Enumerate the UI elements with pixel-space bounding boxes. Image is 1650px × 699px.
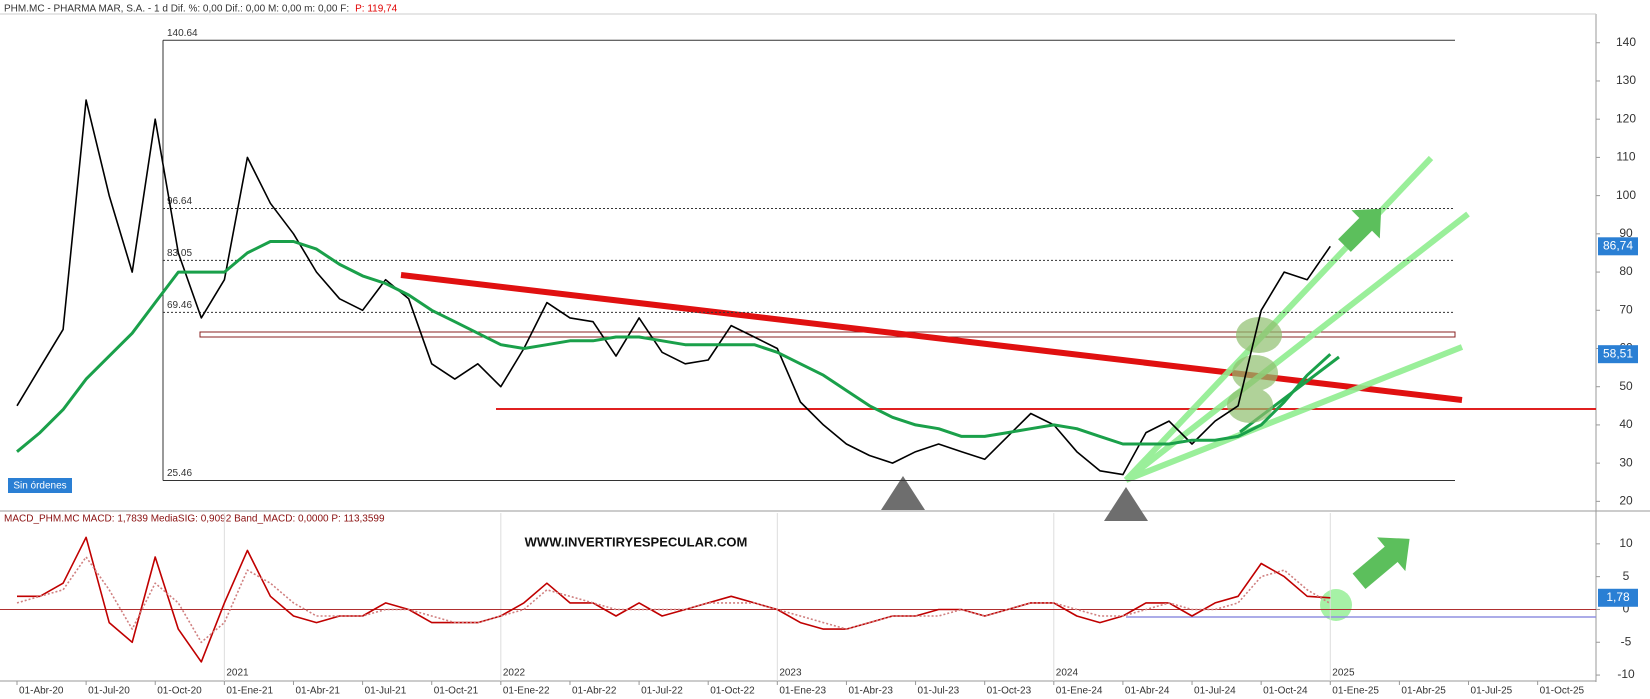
triangle-marker — [1104, 487, 1148, 521]
level-label: 96.64 — [167, 196, 192, 207]
x-tick-label: 01-Oct-21 — [434, 686, 479, 697]
x-tick-label: 01-Oct-22 — [710, 686, 755, 697]
y-tick-label: 110 — [1616, 150, 1635, 164]
year-label: 2025 — [1332, 668, 1355, 679]
zone-box — [199, 331, 1456, 338]
highlight — [1232, 355, 1278, 391]
series-line — [16, 240, 1332, 453]
y-tick-label: 120 — [1616, 111, 1636, 125]
value-label: 1,78 — [1606, 590, 1630, 604]
level-label: 25.46 — [167, 468, 192, 479]
x-tick-label: 01-Jul-22 — [641, 686, 683, 697]
year-label: 2022 — [503, 668, 526, 679]
price-label: P: 119,74 — [355, 4, 398, 15]
y-tick-label: 10 — [1619, 536, 1633, 550]
y-tick-label: 20 — [1619, 494, 1633, 508]
x-tick-label: 01-Ene-23 — [779, 686, 826, 697]
y-tick-label: 70 — [1619, 302, 1633, 316]
x-tick-label: 01-Abr-22 — [572, 686, 617, 697]
x-tick-label: 01-Oct-23 — [987, 686, 1032, 697]
x-tick-label: 01-Jul-24 — [1194, 686, 1236, 697]
x-tick-label: 01-Abr-20 — [19, 686, 64, 697]
x-tick-label: 01-Oct-20 — [157, 686, 202, 697]
x-tick-label: 01-Oct-24 — [1263, 686, 1308, 697]
value-label: 58,51 — [1603, 346, 1633, 360]
x-tick-label: 01-Abr-23 — [848, 686, 893, 697]
value-box — [1598, 345, 1638, 364]
x-tick-label: 01-Jul-25 — [1471, 686, 1513, 697]
level-label: 83.05 — [167, 248, 192, 259]
x-tick-label: 01-Abr-21 — [295, 686, 340, 697]
year-label: 2021 — [226, 668, 249, 679]
highlight — [1236, 317, 1282, 353]
x-tick-label: 01-Ene-22 — [503, 686, 550, 697]
series-line — [17, 536, 1331, 663]
x-tick-label: 01-Jul-23 — [918, 686, 960, 697]
x-tick-label: 01-Jul-21 — [365, 686, 407, 697]
x-tick-label: 01-Oct-25 — [1540, 686, 1585, 697]
value-label: 86,74 — [1603, 238, 1633, 252]
x-tick-label: 01-Jul-20 — [88, 686, 130, 697]
status-text: Sin órdenes — [13, 481, 66, 492]
y-tick-label: -5 — [1621, 634, 1632, 648]
y-tick-label: 40 — [1619, 417, 1633, 431]
x-tick-label: 01-Abr-25 — [1401, 686, 1446, 697]
x-tick-label: 01-Ene-24 — [1056, 686, 1103, 697]
x-tick-label: 01-Ene-21 — [226, 686, 273, 697]
y-tick-label: 140 — [1616, 35, 1636, 49]
triangle-marker — [881, 476, 925, 510]
y-tick-label: 5 — [1623, 569, 1630, 583]
highlight — [1320, 589, 1352, 621]
arrow-shape — [1338, 208, 1382, 252]
y-tick-label: 80 — [1619, 264, 1633, 278]
year-label: 2024 — [1056, 668, 1079, 679]
x-tick-label: 01-Abr-24 — [1125, 686, 1170, 697]
level-label: 69.46 — [167, 300, 192, 311]
arrow — [1352, 537, 1410, 589]
highlight — [1227, 387, 1273, 423]
y-tick-label: 30 — [1619, 455, 1633, 469]
fan-line — [1124, 344, 1464, 483]
status-box — [8, 478, 72, 493]
series-line — [16, 556, 1331, 644]
y-tick-label: 130 — [1616, 73, 1636, 87]
level-label: 140.64 — [167, 28, 198, 39]
series-line — [16, 99, 1331, 476]
y-tick-label: 90 — [1619, 226, 1633, 240]
x-tick-label: 01-Ene-25 — [1332, 686, 1379, 697]
highlights — [1227, 317, 1282, 423]
macd-title: MACD_PHM.MC MACD: 1,7839 MediaSIG: 0,909… — [4, 514, 385, 525]
arrow — [1338, 208, 1382, 252]
y-tick-label: 0 — [1623, 602, 1630, 616]
trend-line — [400, 272, 1463, 403]
arrow-shape — [1352, 537, 1410, 589]
y-tick-label: -10 — [1617, 667, 1635, 681]
chart-title: PHM.MC - PHARMA MAR, S.A. - 1 d Dif. %: … — [4, 4, 349, 15]
watermark: WWW.INVERTIRYESPECULAR.COM — [525, 534, 748, 549]
value-box — [1598, 237, 1638, 256]
value-box — [1598, 588, 1638, 607]
year-label: 2023 — [779, 668, 802, 679]
y-tick-label: 100 — [1616, 188, 1636, 202]
y-tick-label: 50 — [1619, 379, 1633, 393]
